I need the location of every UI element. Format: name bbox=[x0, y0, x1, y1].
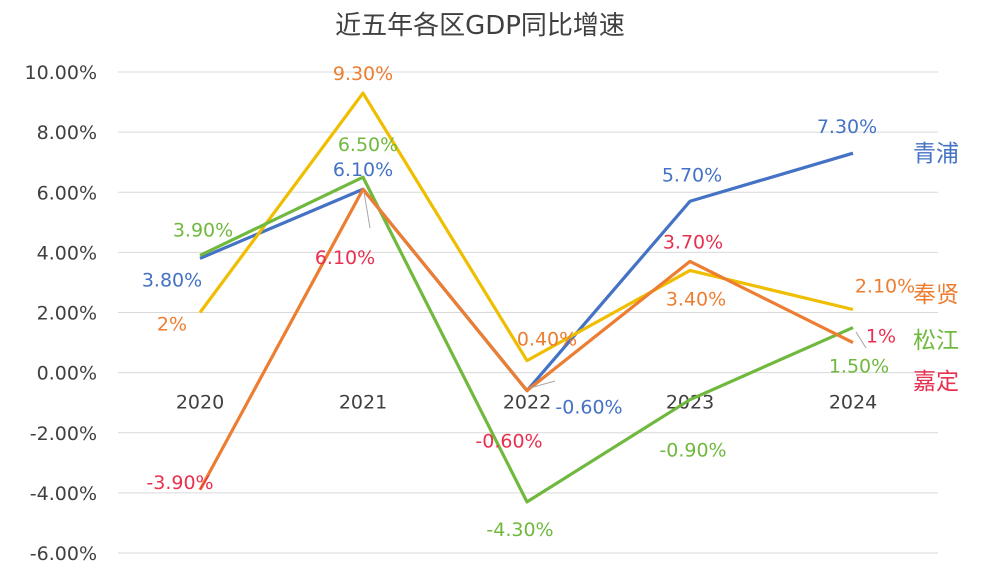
series-line bbox=[199, 151, 854, 393]
x-tick-label: 2024 bbox=[829, 392, 877, 414]
y-axis-ticks: 10.00% 8.00% 6.00% 4.00% 2.00% 0.00% -2.00% -4.… bbox=[25, 62, 97, 565]
label-leader-line bbox=[529, 380, 556, 389]
y-tick-label: -2.00% bbox=[30, 423, 97, 445]
data-label: 3.90% bbox=[173, 219, 233, 241]
data-label: 5.70% bbox=[662, 164, 722, 186]
series-lines bbox=[198, 91, 854, 504]
data-label: -0.60% bbox=[475, 431, 542, 453]
x-axis-ticks: 2020 2021 2022 2023 2024 bbox=[176, 392, 877, 414]
data-label: 6.10% bbox=[315, 247, 375, 269]
data-labels: 3.80% 6.10% -0.60% 5.70% 7.30% 2% 9.30% 0.40% 3.… bbox=[142, 63, 915, 541]
data-label: 6.10% bbox=[333, 159, 393, 181]
y-tick-label: 2.00% bbox=[37, 303, 97, 325]
y-tick-label: -6.00% bbox=[30, 543, 97, 565]
data-label: 0.40% bbox=[517, 329, 577, 351]
data-label: 2.10% bbox=[855, 275, 915, 297]
data-label: 1% bbox=[866, 326, 896, 348]
y-tick-label: 10.00% bbox=[25, 62, 97, 84]
label-leader-line bbox=[855, 331, 867, 349]
data-label: -0.90% bbox=[659, 440, 726, 462]
legend-entry: 嘉定 bbox=[913, 369, 959, 395]
data-label: 9.30% bbox=[333, 63, 393, 85]
data-label: -0.60% bbox=[555, 397, 622, 419]
data-label: 7.30% bbox=[817, 116, 877, 138]
y-tick-label: -4.00% bbox=[30, 483, 97, 505]
data-label: 1.50% bbox=[829, 356, 889, 378]
chart-title: 近五年各区GDP同比增速 bbox=[335, 11, 625, 41]
x-tick-label: 2022 bbox=[503, 392, 551, 414]
series-line bbox=[198, 91, 854, 363]
legend-entry: 奉贤 bbox=[913, 282, 959, 308]
legend-entry: 松江 bbox=[913, 328, 959, 354]
legend-entry: 青浦 bbox=[913, 141, 959, 167]
series-line bbox=[199, 175, 854, 504]
data-label: 3.70% bbox=[663, 231, 723, 253]
data-label: 3.80% bbox=[142, 269, 202, 291]
data-label: 3.40% bbox=[666, 288, 726, 310]
x-tick-label: 2021 bbox=[339, 392, 387, 414]
data-label: -3.90% bbox=[146, 472, 213, 494]
y-tick-label: 6.00% bbox=[37, 182, 97, 204]
y-tick-label: 4.00% bbox=[37, 242, 97, 264]
y-tick-label: 0.00% bbox=[37, 363, 97, 385]
gridlines bbox=[118, 71, 938, 554]
data-label: 6.50% bbox=[338, 134, 398, 156]
label-leader-line bbox=[363, 191, 371, 229]
x-tick-label: 2020 bbox=[176, 392, 224, 414]
y-tick-label: 8.00% bbox=[37, 122, 97, 144]
series-line bbox=[198, 187, 854, 491]
data-label: -4.30% bbox=[486, 519, 553, 541]
data-label: 2% bbox=[157, 314, 187, 336]
